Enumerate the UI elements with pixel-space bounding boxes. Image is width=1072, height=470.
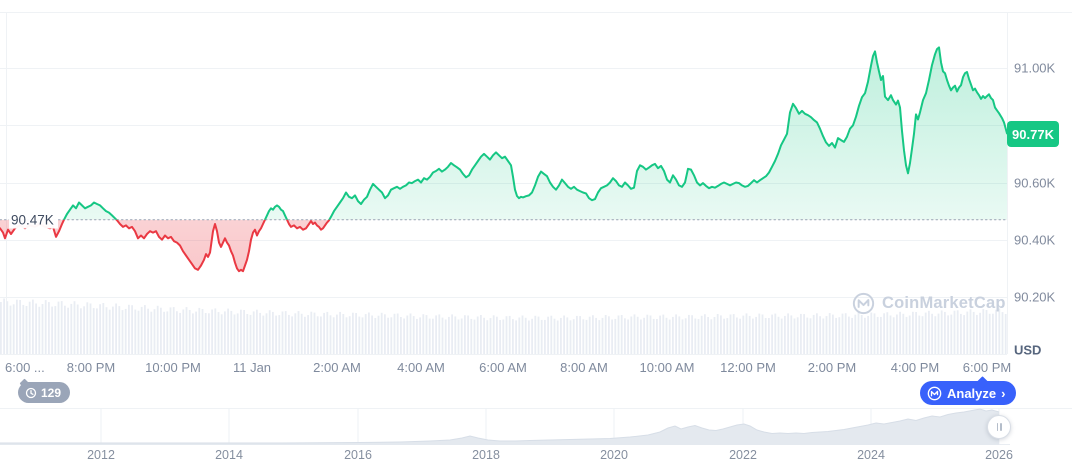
current-price-badge: 90.77K <box>1007 121 1059 147</box>
year-tick-label: 2016 <box>344 448 372 462</box>
analyze-label: Analyze <box>947 385 997 401</box>
minimap <box>0 408 1000 445</box>
time-tick-label: 2:00 AM <box>313 360 361 375</box>
price-line-up <box>62 46 1007 220</box>
year-tick-label: 2024 <box>857 448 885 462</box>
coinmarketcap-logo-icon <box>852 292 875 315</box>
time-tick-label: 4:00 AM <box>397 360 445 375</box>
price-tick-label: 90.60K <box>1014 175 1056 190</box>
time-tick-label: 6:00 PM <box>962 360 1012 375</box>
minimap-drag-handle[interactable] <box>987 415 1011 439</box>
price-tick-label: 91.00K <box>1014 60 1056 76</box>
time-tick-label: 12:00 PM <box>720 360 776 375</box>
year-tick-label: 2022 <box>729 448 757 462</box>
time-tick-label: 11 Jan <box>232 360 272 375</box>
history-count: 129 <box>41 385 62 400</box>
handle-grip-icon <box>1000 423 1002 431</box>
year-tick-label: 2012 <box>87 448 115 462</box>
time-tick-label: 10:00 AM <box>639 360 695 375</box>
watermark: CoinMarketCap <box>852 292 1006 315</box>
time-tick-label: 6:00 ... <box>5 360 45 375</box>
history-count-badge[interactable]: 129 <box>18 378 71 403</box>
time-tick-label: 8:00 PM <box>66 360 116 375</box>
year-tick-label: 2020 <box>600 448 628 462</box>
year-tick-label: 2014 <box>215 448 243 462</box>
price-line-down <box>0 219 331 273</box>
analyze-button[interactable]: Analyze › <box>920 376 1017 405</box>
price-tick-label: 90.40K <box>1014 232 1056 248</box>
time-tick-label: 8:00 AM <box>560 360 608 375</box>
time-tick-label: 10:00 PM <box>145 360 201 375</box>
year-tick-label: 2018 <box>472 448 500 462</box>
handle-grip-icon <box>996 423 998 431</box>
clock-icon <box>25 387 37 398</box>
currency-unit-label[interactable]: USD <box>1014 342 1042 358</box>
time-tick-label: 4:00 PM <box>890 360 940 375</box>
chevron-right-icon: › <box>1001 385 1006 401</box>
watermark-text: CoinMarketCap <box>882 294 1006 312</box>
year-tick-label: 2026 <box>985 448 1013 462</box>
open-price-label: 90.47K <box>9 211 58 229</box>
time-tick-label: 6:00 AM <box>479 360 527 375</box>
coinmarketcap-logo-icon <box>927 386 942 400</box>
time-tick-label: 2:00 PM <box>807 360 857 375</box>
price-tick-label: 90.20K <box>1014 289 1056 305</box>
